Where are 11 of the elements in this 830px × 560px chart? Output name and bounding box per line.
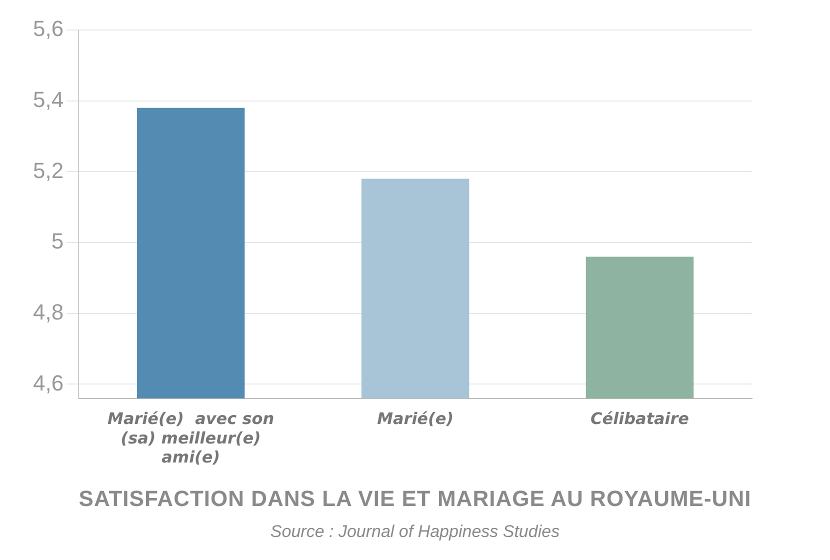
y-tick-label: 5 xyxy=(51,228,64,254)
source-note: Source : Journal of Happiness Studies xyxy=(269,522,561,542)
text: SATISFACTION DANS LA VIE ET MARIAGE AU ROYAUME-UNI xyxy=(78,486,752,512)
x-tick-label: Célibataire xyxy=(590,409,690,428)
y-tick-label: 4,6 xyxy=(32,370,64,396)
y-tick-label: 5,6 xyxy=(32,16,64,42)
x-tick-label: Marié(e) avec son (sa) meilleur(e) ami(e) xyxy=(108,409,274,467)
y-tick-label: 5,2 xyxy=(32,158,64,183)
y-tick-label: 5,4 xyxy=(32,86,64,112)
x-tick-label: Marié(e) xyxy=(377,409,454,428)
y-tick-label: 4,8 xyxy=(32,299,64,324)
